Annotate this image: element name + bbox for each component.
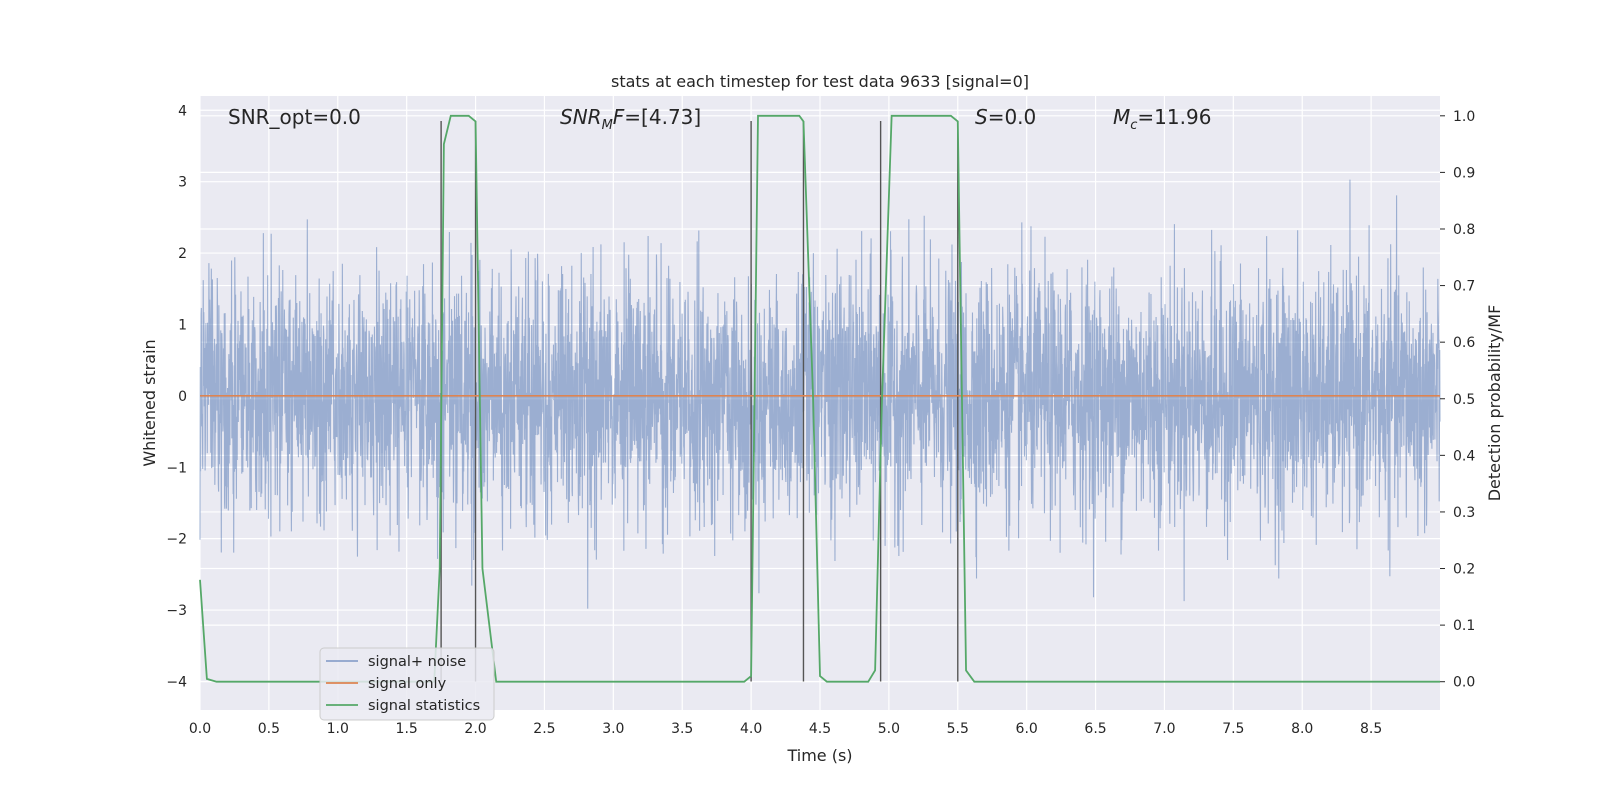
- legend-label-signal-noise: signal+ noise: [368, 654, 466, 670]
- x-tick-label: 7.5: [1222, 721, 1244, 737]
- signal-noise-series: [199, 179, 1441, 609]
- line-series: [199, 114, 1440, 683]
- y-axis-label-left: Whitened strain: [140, 339, 159, 466]
- x-tick-label: 0.0: [189, 721, 211, 737]
- x-tick-label: 5.0: [878, 721, 900, 737]
- legend-box: [319, 647, 495, 721]
- x-tick-label: 4.5: [809, 721, 831, 737]
- x-tick-label: 2.0: [464, 721, 486, 737]
- y-tick-label-left: −1: [166, 460, 187, 476]
- x-tick-label: 0.5: [258, 721, 280, 737]
- y-tick-label-left: 1: [178, 317, 187, 333]
- y-tick-label-left: 3: [178, 175, 187, 191]
- x-tick-label: 1.5: [396, 721, 418, 737]
- annotation-snr-mf: SNRMF=[4.73]: [560, 105, 701, 133]
- y-tick-label-right: 0.5: [1453, 392, 1475, 408]
- y-tick-label-right: 0.7: [1453, 279, 1475, 295]
- y-tick-label-right: 0.3: [1453, 505, 1475, 521]
- chart-title: stats at each timestep for test data 963…: [611, 72, 1029, 91]
- y-tick-label-left: −2: [166, 532, 187, 548]
- x-tick-label: 4.0: [740, 721, 762, 737]
- legend-label-signal-statistics: signal statistics: [368, 698, 480, 714]
- y-tick-label-right: 1.0: [1453, 109, 1475, 125]
- x-tick-label: 3.0: [602, 721, 624, 737]
- y-tick-label-left: −3: [166, 603, 187, 619]
- signal-statistics-line: [199, 114, 1440, 683]
- y-tick-label-right: 0.6: [1453, 335, 1475, 351]
- legend-label-signal-only: signal only: [368, 676, 447, 692]
- y-tick-label-right: 0.2: [1453, 562, 1475, 578]
- x-tick-label: 6.0: [1016, 721, 1038, 737]
- legend: signal+ noise signal only signal statist…: [319, 647, 495, 721]
- y-tick-label-right: 0.0: [1453, 675, 1475, 691]
- x-tick-label: 6.5: [1084, 721, 1106, 737]
- x-tick-label: 1.0: [327, 721, 349, 737]
- vertical-markers: [440, 120, 959, 682]
- y-tick-label-right: 0.1: [1453, 618, 1475, 634]
- annotation-s: S=0.0: [975, 105, 1036, 129]
- y-axis-label-right: Detection probability/MF: [1485, 305, 1504, 502]
- y-tick-label-right: 0.9: [1453, 165, 1475, 181]
- x-tick-label: 7.0: [1153, 721, 1175, 737]
- annotation-mc: Mc=11.96: [1113, 105, 1211, 133]
- y-tick-label-left: 2: [178, 246, 187, 262]
- y-tick-label-left: 4: [178, 103, 187, 119]
- x-axis-label: Time (s): [786, 746, 852, 765]
- axis-ticks: 0.0 0.5 1.0 1.5 2.0 2.5 3.0 3.5 4.0 4.5 5.0 5.5 6.0 6…: [166, 103, 1475, 737]
- y-tick-label-right: 0.8: [1453, 222, 1475, 238]
- y-tick-label-left: −4: [166, 674, 187, 690]
- x-tick-label: 8.0: [1291, 721, 1313, 737]
- signal-noise-line: [199, 179, 1441, 609]
- x-tick-label: 5.5: [947, 721, 969, 737]
- x-tick-label: 2.5: [533, 721, 555, 737]
- x-tick-label: 3.5: [671, 721, 693, 737]
- x-tick-label: 8.5: [1360, 721, 1382, 737]
- annotation-snr-opt: SNR_opt=0.0: [228, 105, 361, 129]
- y-tick-label-right: 0.4: [1453, 448, 1475, 464]
- y-tick-label-left: 0: [178, 389, 187, 405]
